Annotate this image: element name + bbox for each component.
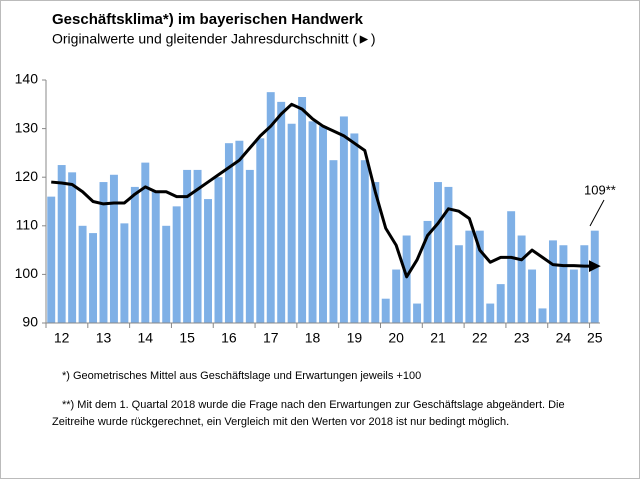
bar: [204, 199, 212, 323]
bar: [277, 101, 286, 324]
x-tick-label: 17: [263, 330, 279, 346]
x-tick-label: 20: [388, 330, 404, 346]
bar: [559, 245, 568, 323]
bar: [507, 211, 516, 323]
y-tick-label: 120: [15, 168, 39, 184]
y-tick-label: 100: [15, 265, 39, 281]
bar: [68, 172, 77, 323]
x-tick-label: 16: [221, 330, 237, 346]
annotation-arrow: [589, 199, 605, 227]
bar: [162, 225, 171, 323]
bar: [496, 284, 505, 323]
bar: [308, 121, 317, 323]
bar: [528, 269, 537, 323]
bar: [224, 143, 233, 323]
bar: [256, 138, 265, 323]
bar: [141, 162, 150, 323]
chart-title: Geschäftsklima*) im bayerischen Handwerk: [52, 11, 364, 28]
x-tick-label: 15: [179, 330, 195, 346]
bar: [392, 269, 401, 323]
footnote: **) Mit dem 1. Quartal 2018 wurde die Fr…: [62, 399, 565, 411]
bar: [319, 126, 327, 323]
bar: [381, 298, 390, 323]
bar: [287, 123, 296, 324]
y-tick-label: 130: [15, 119, 39, 135]
footnote: Zeitreihe wurde rückgerechnet, ein Vergl…: [52, 416, 509, 428]
x-tick-label: 21: [430, 330, 446, 346]
bar: [235, 140, 244, 323]
bar: [120, 223, 129, 323]
bar: [444, 186, 453, 323]
bar: [580, 245, 589, 323]
x-tick-label: 12: [54, 330, 70, 346]
bar: [329, 160, 338, 323]
bar: [109, 174, 118, 323]
footnote: *) Geometrisches Mittel aus Geschäftslag…: [62, 370, 421, 382]
bar: [130, 186, 139, 323]
x-tick-label: 13: [96, 330, 112, 346]
bar: [569, 269, 578, 323]
annotation: 109**: [584, 182, 616, 197]
bar: [590, 230, 599, 323]
bar: [151, 191, 160, 323]
bar: [548, 240, 557, 323]
bar: [89, 233, 98, 323]
bar: [486, 303, 495, 323]
x-tick-label: 22: [472, 330, 488, 346]
bar: [454, 245, 463, 323]
bar: [57, 165, 66, 323]
x-tick-label: 25: [587, 330, 603, 346]
x-tick-label: 18: [305, 330, 321, 346]
bar: [423, 220, 432, 323]
x-tick-label: 24: [556, 330, 572, 346]
bar: [475, 230, 484, 323]
bar: [245, 169, 254, 323]
bar: [350, 133, 359, 323]
bar: [413, 303, 422, 323]
bar: [193, 169, 202, 323]
bar: [266, 92, 275, 324]
bar: [339, 116, 348, 323]
bar: [465, 230, 474, 323]
bar: [434, 182, 442, 323]
chart-subtitle: Originalwerte und gleitender Jahresdurch…: [52, 31, 376, 47]
x-tick-label: 14: [138, 330, 154, 346]
bar: [371, 182, 380, 323]
bar: [172, 206, 181, 323]
bar: [538, 308, 547, 323]
x-tick-label: 23: [514, 330, 530, 346]
bar: [517, 235, 526, 323]
moving-average-line: [51, 102, 601, 279]
bar: [78, 225, 87, 323]
bar: [47, 196, 56, 323]
bar: [360, 160, 369, 323]
bar: [183, 169, 192, 323]
y-tick-label: 110: [16, 217, 39, 233]
bar: [298, 97, 307, 323]
bar: [214, 177, 223, 323]
bar: [402, 235, 411, 323]
bar: [99, 182, 108, 323]
y-tick-label: 140: [15, 71, 39, 87]
y-tick-label: 90: [22, 314, 38, 330]
x-tick-label: 19: [347, 330, 363, 346]
